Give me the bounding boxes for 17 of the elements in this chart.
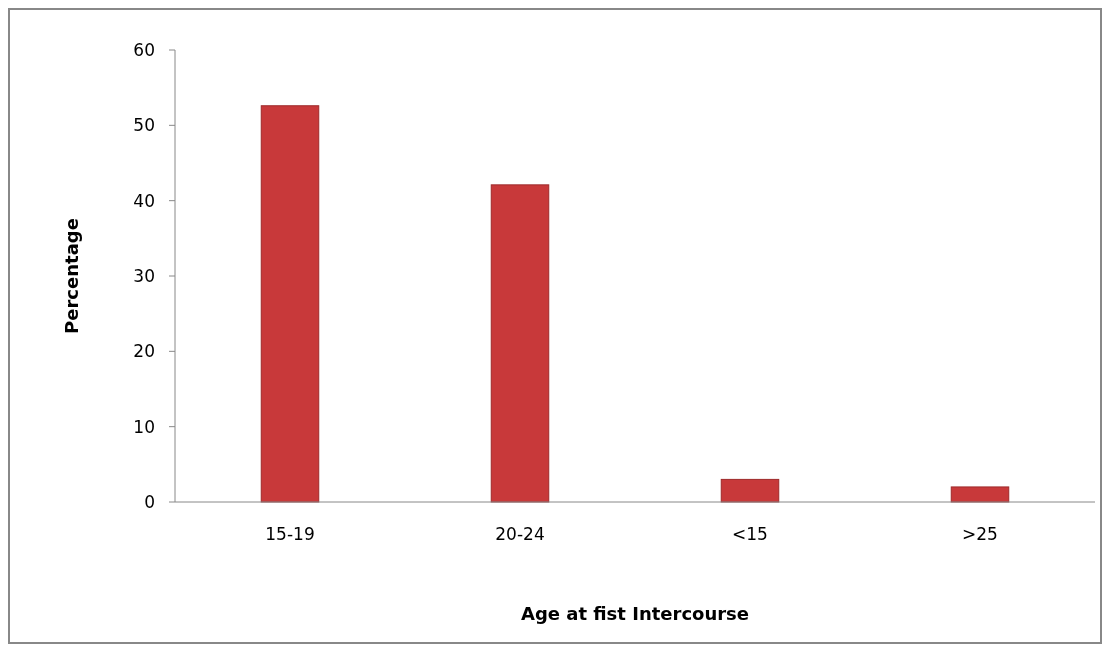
- y-tick-label: 0: [144, 491, 155, 512]
- y-tick-label: 10: [133, 416, 155, 437]
- x-tick-label: 15-19: [265, 524, 315, 544]
- x-tick-label: >25: [962, 524, 998, 544]
- y-tick-label: 30: [133, 265, 155, 286]
- bar: [720, 478, 780, 503]
- y-axis-title: Percentage: [61, 218, 82, 334]
- y-tick-label: 20: [133, 341, 155, 362]
- bar: [490, 184, 550, 503]
- y-tick-label: 50: [133, 115, 155, 136]
- x-tick-label: 20-24: [495, 524, 545, 544]
- x-tick-label: <15: [732, 524, 768, 544]
- x-axis-title: Age at fist Intercourse: [520, 603, 750, 624]
- y-tick-label: 40: [133, 190, 155, 211]
- bar: [950, 486, 1010, 503]
- y-tick-label: 60: [133, 39, 155, 60]
- bar: [260, 105, 320, 503]
